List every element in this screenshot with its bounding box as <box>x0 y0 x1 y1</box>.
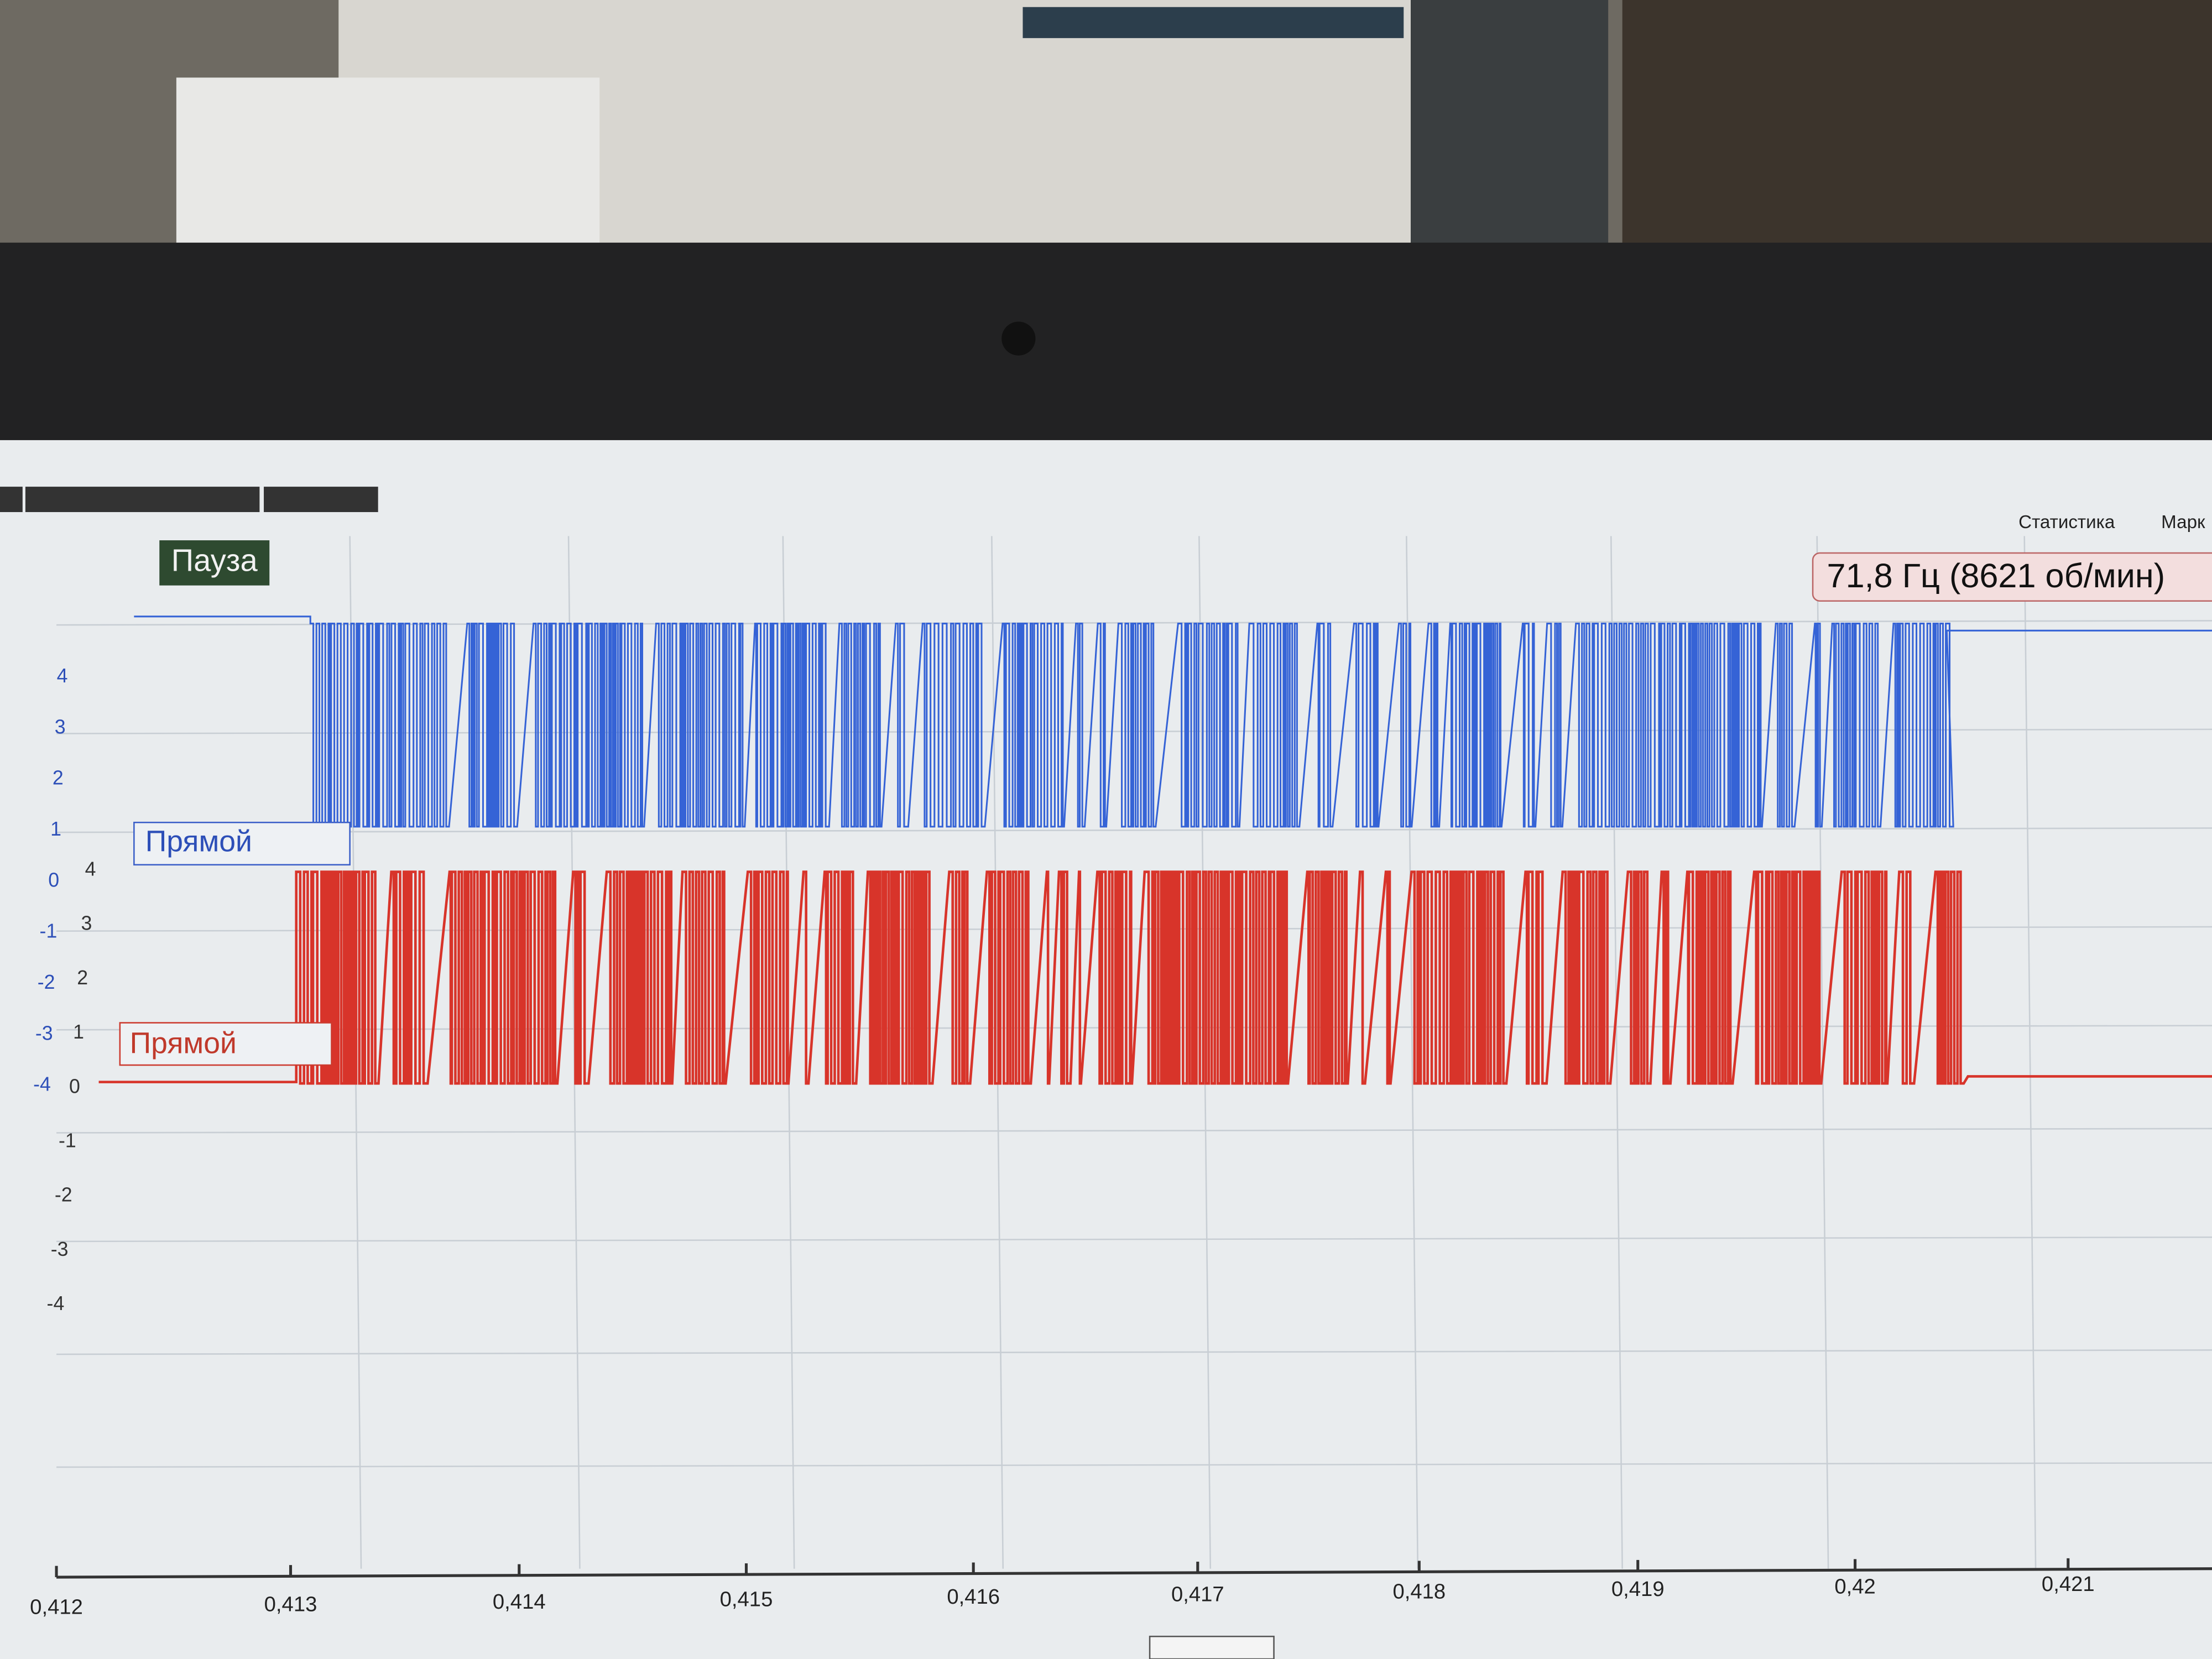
grid-line <box>56 1236 2212 1243</box>
grid-line <box>1816 536 1829 1569</box>
workshop <box>1622 0 2212 261</box>
x-tick-label: 0,415 <box>720 1587 773 1611</box>
tab[interactable]: Марк <box>2161 512 2205 533</box>
status-box <box>1149 1635 1275 1659</box>
channel-box <box>119 1022 332 1066</box>
y-tick-label: 3 <box>55 716 66 738</box>
y-tick-label: -1 <box>59 1129 76 1151</box>
x-tick-label: 0,419 <box>1611 1577 1665 1601</box>
waveforms <box>98 615 2212 1085</box>
y-tick-label: 0 <box>69 1075 80 1097</box>
y-tick-label: 2 <box>53 767 64 789</box>
y-tick-label: -4 <box>47 1292 65 1314</box>
waveform <box>98 870 2212 1085</box>
panel <box>1411 0 1609 261</box>
pause-label[interactable]: Пауза <box>171 543 258 578</box>
y-tick-label: -2 <box>55 1184 72 1206</box>
x-tick-label: 0,416 <box>947 1585 1000 1609</box>
measurement: 71,8 Гц (8621 об/мин) <box>1827 557 2166 594</box>
grid-line <box>56 1462 2212 1468</box>
webcam <box>1001 321 1036 356</box>
y-tick-label: 0 <box>48 869 59 891</box>
grid-line <box>56 1128 2212 1134</box>
x-tick-label: 0,414 <box>493 1590 546 1614</box>
y-tick-label: 1 <box>73 1021 84 1043</box>
y-tick-label: 4 <box>57 665 68 687</box>
bezel <box>0 242 2212 455</box>
y-tick-label: 3 <box>81 912 92 935</box>
x-tick-label: 0,42 <box>1834 1575 1875 1599</box>
grid-line <box>56 1349 2212 1355</box>
x-tick-label: 0,417 <box>1171 1582 1224 1606</box>
channel-label: Прямой <box>130 1027 237 1060</box>
pause-button[interactable] <box>159 540 270 586</box>
beam <box>1022 7 1404 38</box>
y-tick-label: -4 <box>33 1073 51 1095</box>
tab[interactable]: Статистика <box>2018 512 2115 533</box>
channel-box <box>133 821 351 866</box>
x-tick-label: 0,421 <box>2042 1572 2095 1596</box>
y-tick-label: -3 <box>35 1022 53 1044</box>
toolbar-block <box>25 487 260 513</box>
x-tick-label: 0,412 <box>30 1595 83 1619</box>
box <box>176 77 600 254</box>
toolbar-block <box>264 487 378 513</box>
y-tick-label: 4 <box>85 858 96 880</box>
measurement-box <box>1812 552 2212 602</box>
y-tick-label: 1 <box>50 818 61 840</box>
x-tick-label: 0,413 <box>264 1593 317 1616</box>
x-tick-label: 0,418 <box>1392 1580 1446 1604</box>
waveform <box>134 615 2212 828</box>
channel-label: Прямой <box>145 826 252 858</box>
grid-line <box>56 827 2212 833</box>
grid-line <box>1406 536 1419 1569</box>
y-tick-label: -2 <box>38 971 55 993</box>
y-tick-label: -3 <box>51 1238 69 1260</box>
grid-line <box>2023 536 2037 1569</box>
y-tick-label: 2 <box>77 967 88 989</box>
grid-line <box>1610 536 1623 1569</box>
x-axis <box>56 1567 2212 1579</box>
toolbar-block <box>0 487 23 513</box>
y-tick-label: -1 <box>40 920 58 942</box>
